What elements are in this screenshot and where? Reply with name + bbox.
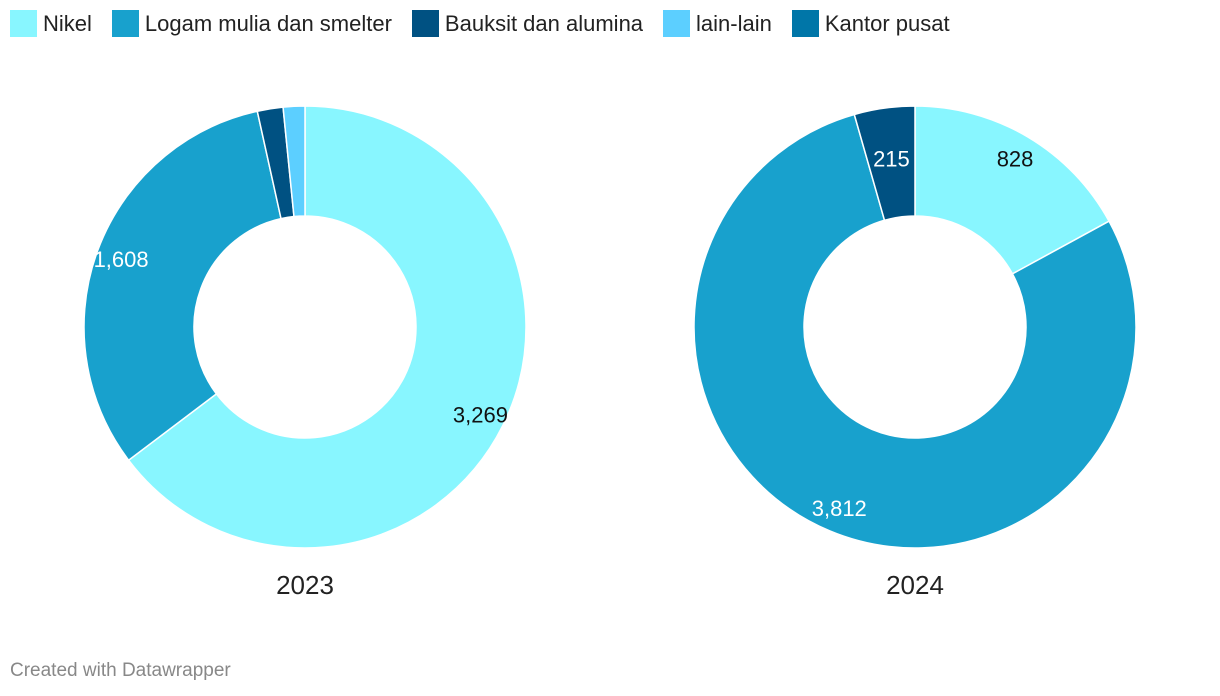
data-label-2023-1: 1,608 — [94, 247, 149, 272]
chart-title-2024: 2024 — [886, 570, 944, 600]
data-label-2023-0: 3,269 — [453, 402, 508, 427]
legend: Nikel Logam mulia dan smelter Bauksit da… — [10, 10, 970, 37]
footer-credit: Created with Datawrapper — [10, 660, 231, 681]
donut-slice-2024-2 — [853, 105, 916, 222]
legend-item-logam-mulia: Logam mulia dan smelter — [111, 10, 392, 37]
legend-label-logam-mulia: Logam mulia dan smelter — [144, 10, 392, 36]
legend-label-lain-lain: lain-lain — [696, 10, 772, 36]
legend-item-lain-lain: lain-lain — [663, 10, 772, 37]
legend-swatch-kantor-pusat — [791, 10, 819, 37]
donut-slice-2023-0 — [127, 105, 527, 549]
chart-title-2023: 2023 — [276, 570, 334, 600]
legend-swatch-bauksit — [411, 10, 439, 37]
legend-swatch-lain-lain — [663, 10, 691, 37]
legend-label-kantor-pusat: Kantor pusat — [824, 10, 950, 36]
donut-slice-2024-0 — [914, 105, 1111, 275]
legend-label-nikel: Nikel — [43, 10, 92, 36]
donut-slice-2023-3 — [282, 105, 306, 218]
legend-item-kantor-pusat: Kantor pusat — [791, 10, 950, 37]
data-label-2024-1: 3,812 — [812, 496, 867, 521]
data-label-2024-0: 828 — [997, 146, 1034, 171]
donut-slice-2023-1 — [83, 110, 282, 462]
legend-swatch-logam-mulia — [111, 10, 139, 37]
data-label-2024-2: 215 — [873, 147, 910, 172]
donut-slice-2024-1 — [693, 113, 1137, 549]
legend-item-bauksit: Bauksit dan alumina — [411, 10, 644, 37]
legend-item-nikel: Nikel — [10, 10, 92, 37]
legend-swatch-nikel — [10, 10, 37, 37]
legend-label-bauksit: Bauksit dan alumina — [444, 10, 644, 36]
